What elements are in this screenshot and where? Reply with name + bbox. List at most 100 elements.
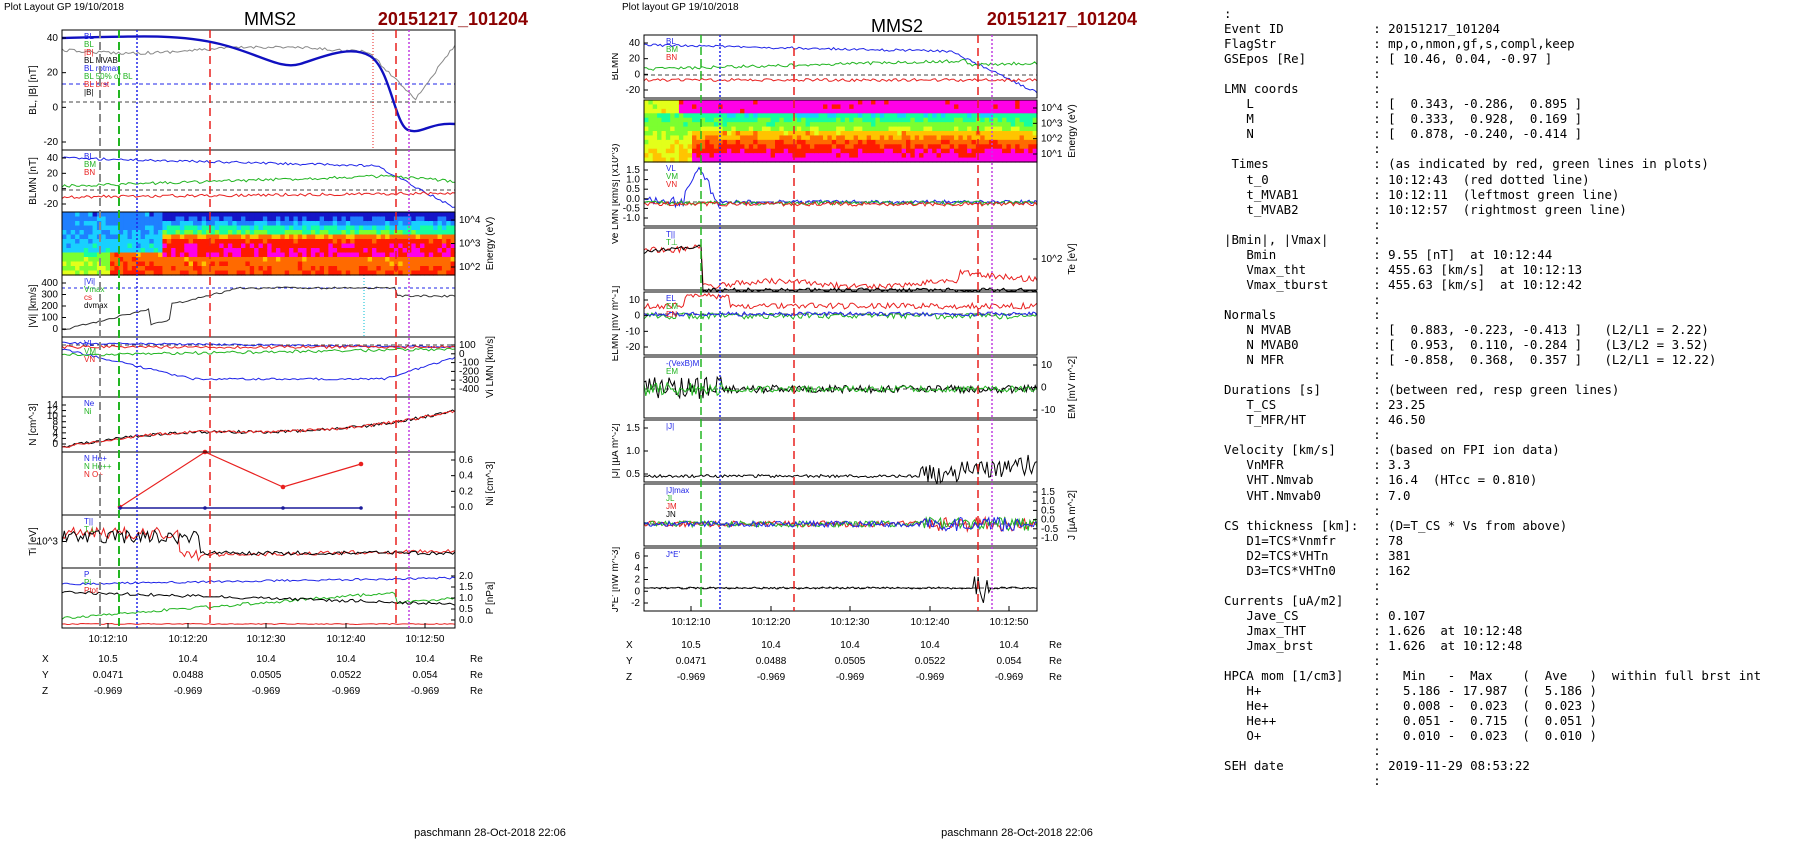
position-value: 10.4 [336, 654, 356, 665]
y-tick-label: -300 [459, 375, 479, 386]
y-axis-label: Ni [cm^-3] [485, 461, 496, 506]
he-plus-plus-point [358, 461, 364, 467]
info-line: HPCA mom [1/cm3] : Min - Max ( Ave ) wit… [1224, 668, 1762, 684]
position-value: 0.054 [996, 656, 1021, 667]
info-line: t_0 : 10:12:43 (red dotted line) [1224, 171, 1590, 187]
position-value: -0.969 [332, 686, 361, 697]
position-value: 0.0471 [676, 656, 707, 667]
legend-entry: EM [666, 302, 678, 311]
ne-series [61, 409, 456, 448]
y-tick-label: 6 [52, 422, 58, 433]
position-value: -0.969 [411, 686, 440, 697]
position-value: -0.969 [995, 672, 1024, 683]
legend-entry: N O+ [84, 470, 103, 479]
y-axis-label: Ti [eV] [28, 527, 39, 556]
time-tick-label: 10:12:50 [406, 634, 445, 645]
y-axis-label: ELMN [mV m^-1] [612, 285, 621, 361]
legend-entry: VL [84, 339, 94, 348]
legend-entry: BL [666, 37, 676, 46]
legend-entry: J*E' [666, 550, 680, 559]
legend-entry: EL [666, 294, 676, 303]
legend-entry: |Vi| [84, 277, 95, 286]
info-line: |Bmin|, |Vmax| : [1224, 231, 1381, 247]
position-label: Z [626, 672, 632, 683]
info-line: N MVAB : [ 0.883, -0.223, -0.413 ] (L2/L… [1224, 321, 1709, 337]
info-line: : [1224, 577, 1381, 593]
legend-entry: Vmax [84, 285, 104, 294]
info-line: VHT.Nmvab0 : 7.0 [1224, 487, 1411, 503]
legend-entry: |B| [84, 48, 94, 57]
y-tick-label: 2 [52, 433, 58, 444]
y-tick-label: 0.5 [459, 604, 473, 615]
info-line: Vmax_tburst : 455.63 [km/s] at 10:12:42 [1224, 276, 1583, 292]
legend-entry: T|| [666, 230, 675, 239]
position-label: X [626, 640, 633, 651]
y-tick-label: 0 [634, 586, 640, 597]
y-tick-label: 0.0 [1041, 515, 1055, 526]
y-tick-label: 1.0 [459, 593, 473, 604]
info-line: : [1224, 427, 1381, 443]
layout-label: Plot Layout GP 19/10/2018 [4, 2, 124, 13]
y-tick-label: -10 [626, 326, 641, 337]
event-title: 20151217_101204 [378, 9, 528, 29]
y-axis-label: Energy (eV) [485, 217, 496, 270]
y-tick-label: 1.5 [459, 582, 473, 593]
y-tick-label: 0.5 [626, 184, 640, 195]
y-tick-label: 10 [629, 295, 641, 306]
info-line: Normals : [1224, 306, 1381, 322]
info-line: Bmin : 9.55 [nT] at 10:12:44 [1224, 246, 1553, 262]
position-value: -0.969 [757, 672, 786, 683]
y-tick-label: 10^1 [1041, 149, 1063, 160]
y-axis-label: EM [mV m^-2] [1067, 356, 1078, 419]
y-axis-label: Vi LMN [km/s] [485, 336, 496, 398]
info-line: N MFR : [ -0.858, 0.368, 0.357 ] (L2/L1 … [1224, 352, 1717, 368]
position-label: X [42, 654, 49, 665]
y-tick-label: 1.0 [626, 446, 640, 457]
y-tick-label: 0 [634, 69, 640, 80]
y-axis-label: Te [eV] [1067, 243, 1078, 274]
position-value: 10.4 [999, 640, 1019, 651]
position-value: 0.0471 [93, 670, 124, 681]
legend-entry: BL brst [84, 80, 110, 89]
y-tick-label: 0 [52, 439, 58, 450]
y-axis-label: |J| [µA m^-2] [612, 423, 621, 478]
position-value: 10.5 [98, 654, 118, 665]
info-line: : [1224, 773, 1381, 789]
position-value: 0.0505 [251, 670, 282, 681]
legend-entry: cs [84, 293, 92, 302]
y-tick-label: 10 [1041, 360, 1053, 371]
legend-entry: T⊥ [666, 238, 678, 247]
y-axis-label: BLMN [612, 53, 621, 81]
legend-entry: N He+ [84, 454, 107, 463]
y-tick-label: 10^4 [459, 215, 481, 226]
y-tick-label: 0.0 [459, 502, 473, 513]
time-tick-label: 10:12:10 [672, 617, 711, 628]
y-tick-label: 0.5 [1041, 505, 1055, 516]
info-line: D1=TCS*Vnmfr : 78 [1224, 532, 1404, 548]
spacecraft-title: MMS2 [244, 9, 296, 29]
panel-4: 10^2 Te [eV] T||T⊥ [643, 227, 1078, 293]
y-tick-label: -0.5 [1041, 524, 1059, 535]
position-unit: Re [470, 654, 483, 665]
position-unit: Re [1049, 672, 1062, 683]
info-line: D3=TCS*VHTn0 : 162 [1224, 562, 1411, 578]
y-tick-label: 100 [41, 313, 58, 324]
y-tick-label: -200 [459, 366, 479, 377]
time-tick-label: 10:12:50 [990, 617, 1029, 628]
position-value: 0.0505 [835, 656, 866, 667]
y-axis-label: BL, |B| [nT] [28, 65, 39, 115]
y-tick-label: -1.0 [1041, 533, 1059, 544]
position-value: 10.4 [256, 654, 276, 665]
y-tick-label: -1.0 [623, 213, 641, 224]
info-line: Jmax_brst : 1.626 at 10:12:48 [1224, 637, 1523, 653]
y-tick-label: 0 [459, 349, 465, 360]
info-line: Velocity [km/s] : (based on FPI ion data… [1224, 442, 1560, 458]
info-line: Currents [uA/m2] : [1224, 592, 1381, 608]
y-tick-label: 0 [634, 311, 640, 322]
info-line: T_CS : 23.25 [1224, 397, 1426, 413]
y-tick-label: 10^3 [459, 239, 481, 250]
event-title: 20151217_101204 [987, 9, 1137, 29]
